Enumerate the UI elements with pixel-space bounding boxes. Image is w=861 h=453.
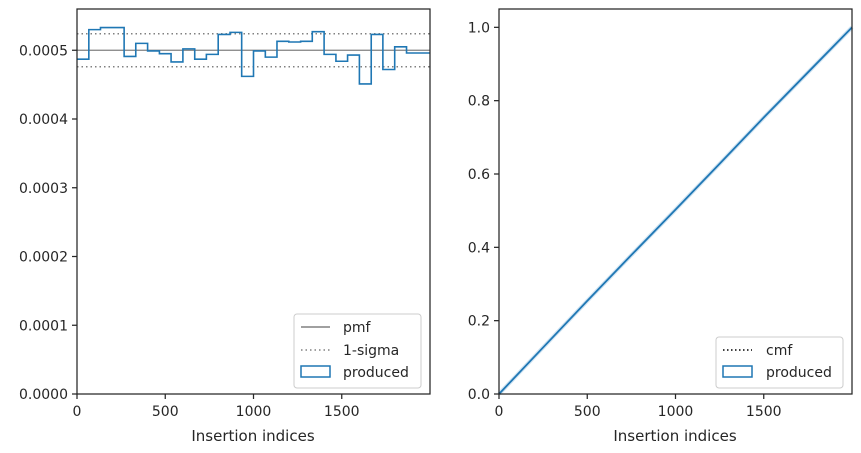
pmf-x-tick-label: 0 [73, 404, 82, 420]
cmf-y-tick-label: 0.2 [468, 314, 490, 330]
pmf-plot-marks [77, 26, 430, 85]
pmf-y-tick-label: 0.0005 [19, 43, 68, 59]
pmf-legend-label-produced: produced [343, 365, 409, 381]
cmf-x-tick-label: 0 [495, 404, 504, 420]
cmf-y-tick-label: 0.6 [468, 167, 490, 183]
pmf-x-tick-label: 500 [152, 404, 179, 420]
pmf-legend: pmf 1-sigma produced [293, 313, 422, 389]
cmf-y-tick-label: 1.0 [468, 20, 490, 36]
cmf-legend-label-cmf: cmf [766, 343, 793, 359]
cmf-y-tick-label: 0.4 [468, 240, 490, 256]
cmf-plot-marks [497, 25, 854, 396]
cmf-x-tick-label: 500 [574, 404, 601, 420]
pmf-legend-swatch-produced [300, 365, 331, 378]
pmf-x-tick-label: 1000 [236, 404, 272, 420]
pmf-produced-step-line [77, 26, 430, 85]
cmf-panel: 0 500 1000 1500 0.0 0.2 0.4 0.6 0.8 1.0 Insertio… [468, 8, 854, 445]
pmf-panel: 0 500 1000 1500 0.00000.00010.00020.00030.0… [19, 8, 431, 445]
cmf-y-ticks: 0.0 0.2 0.4 0.6 0.8 1.0 [468, 20, 499, 403]
cmf-legend: cmf produced [715, 336, 844, 389]
cmf-x-axis-label: Insertion indices [613, 427, 736, 445]
pmf-y-tick-label: 0.0003 [19, 181, 68, 197]
pmf-y-tick-label: 0.0002 [19, 250, 68, 266]
cmf-legend-swatch-produced [722, 365, 753, 378]
pmf-x-tick-label: 1500 [324, 404, 360, 420]
pmf-legend-label-pmf: pmf [343, 320, 372, 336]
pmf-y-tick-label: 0.0001 [19, 318, 68, 334]
cmf-x-tick-label: 1500 [746, 404, 782, 420]
cmf-x-ticks: 0 500 1000 1500 [495, 394, 782, 420]
pmf-x-axis-label: Insertion indices [191, 427, 314, 445]
cmf-produced-line [498, 26, 853, 395]
cmf-x-tick-label: 1000 [658, 404, 694, 420]
pmf-legend-label-1-sigma: 1-sigma [343, 343, 399, 359]
pmf-x-ticks: 0 500 1000 1500 [73, 394, 360, 420]
pmf-y-ticks: 0.0000 0.0001 0.0002 0.0003 0.0004 0.0005 [19, 43, 77, 403]
cmf-legend-label-produced: produced [766, 365, 832, 381]
cmf-y-tick-label: 0.0 [468, 387, 490, 403]
pmf-y-tick-label: 0.0000 [19, 387, 68, 403]
cmf-y-tick-label: 0.8 [468, 94, 490, 110]
pmf-legend-box [293, 313, 422, 389]
pmf-y-tick-label: 0.0004 [19, 112, 68, 128]
